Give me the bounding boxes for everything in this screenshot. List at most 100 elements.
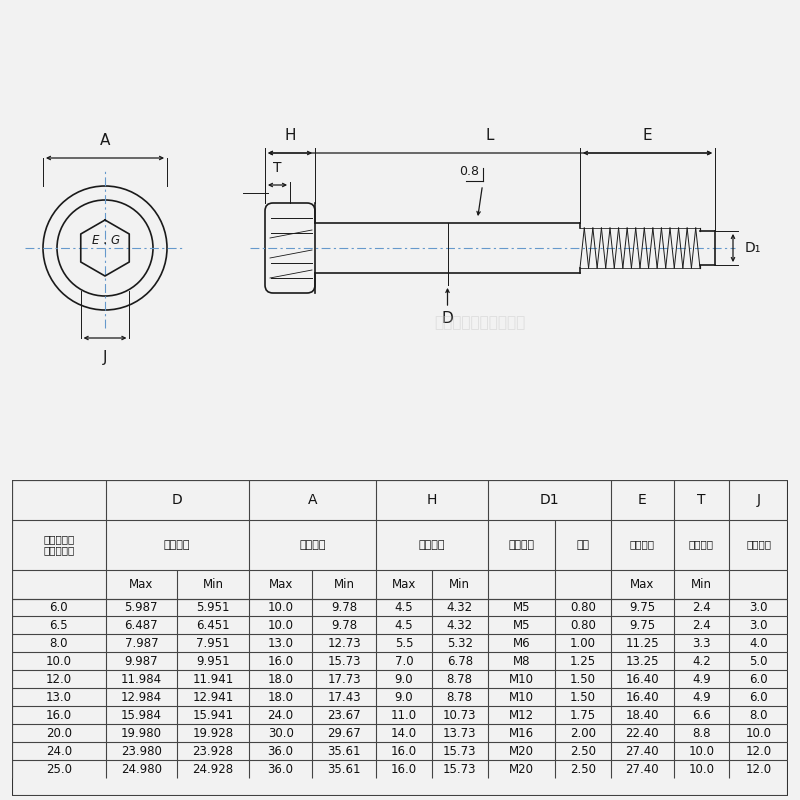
- Text: 29.67: 29.67: [327, 726, 361, 740]
- Text: 12.984: 12.984: [121, 690, 162, 704]
- Text: 螺纹直径: 螺纹直径: [508, 540, 534, 550]
- Text: H: H: [284, 128, 296, 143]
- Text: 基本的肩直
径公称尺寸: 基本的肩直 径公称尺寸: [43, 534, 74, 555]
- Text: 5.0: 5.0: [750, 655, 768, 668]
- Text: 13.0: 13.0: [46, 690, 72, 704]
- Text: 6.5: 6.5: [50, 619, 68, 632]
- Text: 1.50: 1.50: [570, 673, 596, 686]
- Text: 36.0: 36.0: [268, 745, 294, 758]
- Text: A: A: [100, 133, 110, 148]
- Text: 4.0: 4.0: [750, 637, 768, 650]
- Text: T: T: [697, 493, 706, 506]
- Text: 23.928: 23.928: [193, 745, 234, 758]
- Text: 24.0: 24.0: [267, 709, 294, 722]
- Text: 4.32: 4.32: [446, 601, 473, 614]
- Text: 11.941: 11.941: [192, 673, 234, 686]
- Text: 9.78: 9.78: [331, 619, 358, 632]
- Text: 12.0: 12.0: [46, 673, 72, 686]
- Text: 5.5: 5.5: [394, 637, 414, 650]
- Text: 20.0: 20.0: [46, 726, 72, 740]
- Text: M16: M16: [509, 726, 534, 740]
- Text: 7.987: 7.987: [125, 637, 158, 650]
- Text: Max: Max: [129, 578, 154, 590]
- Text: 螺距: 螺距: [577, 540, 590, 550]
- Text: 4.32: 4.32: [446, 619, 473, 632]
- Text: 3.0: 3.0: [750, 601, 768, 614]
- Text: 头部厚度: 头部厚度: [418, 540, 445, 550]
- Text: 15.73: 15.73: [443, 745, 477, 758]
- Text: A: A: [308, 493, 318, 506]
- Text: 16.0: 16.0: [391, 762, 417, 775]
- Text: 2.00: 2.00: [570, 726, 596, 740]
- Text: 18.0: 18.0: [268, 673, 294, 686]
- Text: Min: Min: [691, 578, 712, 590]
- Text: 1.25: 1.25: [570, 655, 596, 668]
- Text: 15.984: 15.984: [121, 709, 162, 722]
- Text: Min: Min: [449, 578, 470, 590]
- Text: J: J: [757, 493, 761, 506]
- Text: 11.984: 11.984: [121, 673, 162, 686]
- Text: 螺纹长度: 螺纹长度: [630, 540, 654, 550]
- Text: L: L: [486, 128, 494, 143]
- Text: 10.0: 10.0: [746, 726, 772, 740]
- Text: 30.0: 30.0: [268, 726, 294, 740]
- Text: 10.0: 10.0: [268, 601, 294, 614]
- Text: 5.951: 5.951: [196, 601, 230, 614]
- Text: 7.0: 7.0: [394, 655, 414, 668]
- Text: 25.0: 25.0: [46, 762, 72, 775]
- Text: 5.987: 5.987: [125, 601, 158, 614]
- Text: 3.0: 3.0: [750, 619, 768, 632]
- Text: 2.50: 2.50: [570, 762, 596, 775]
- Text: 24.0: 24.0: [46, 745, 72, 758]
- Text: 35.61: 35.61: [327, 762, 361, 775]
- Text: 13.73: 13.73: [443, 726, 477, 740]
- Text: 14.0: 14.0: [391, 726, 417, 740]
- Text: 13.25: 13.25: [626, 655, 659, 668]
- Text: 11.0: 11.0: [391, 709, 417, 722]
- Text: 2.50: 2.50: [570, 745, 596, 758]
- Text: 8.8: 8.8: [692, 726, 710, 740]
- Text: 9.951: 9.951: [196, 655, 230, 668]
- Text: 24.980: 24.980: [121, 762, 162, 775]
- Text: 2.4: 2.4: [692, 601, 711, 614]
- Text: 27.40: 27.40: [626, 745, 659, 758]
- Text: D1: D1: [539, 493, 559, 506]
- Text: E: E: [91, 234, 98, 246]
- Text: 0.80: 0.80: [570, 601, 596, 614]
- Text: 12.941: 12.941: [192, 690, 234, 704]
- Text: 光杆直径: 光杆直径: [164, 540, 190, 550]
- Text: M8: M8: [513, 655, 530, 668]
- Text: 16.0: 16.0: [391, 745, 417, 758]
- Text: 4.5: 4.5: [394, 619, 414, 632]
- Text: D: D: [172, 493, 182, 506]
- Text: 8.0: 8.0: [50, 637, 68, 650]
- Text: 19.980: 19.980: [121, 726, 162, 740]
- Text: M5: M5: [513, 601, 530, 614]
- Text: 8.0: 8.0: [750, 709, 768, 722]
- Text: H: H: [426, 493, 437, 506]
- Text: 8.78: 8.78: [446, 673, 473, 686]
- Text: 4.9: 4.9: [692, 673, 711, 686]
- Text: E: E: [638, 493, 646, 506]
- Text: 六角深度: 六角深度: [689, 540, 714, 550]
- Text: M20: M20: [509, 762, 534, 775]
- Text: 10.0: 10.0: [46, 655, 72, 668]
- Text: 16.0: 16.0: [267, 655, 294, 668]
- Text: 12.73: 12.73: [327, 637, 361, 650]
- Text: 1.75: 1.75: [570, 709, 596, 722]
- Text: 6.0: 6.0: [750, 690, 768, 704]
- Text: M6: M6: [513, 637, 530, 650]
- Text: M12: M12: [509, 709, 534, 722]
- Text: 7.951: 7.951: [196, 637, 230, 650]
- Text: Max: Max: [269, 578, 293, 590]
- Text: 3.3: 3.3: [692, 637, 710, 650]
- Text: 35.61: 35.61: [327, 745, 361, 758]
- Text: 六角对边: 六角对边: [746, 540, 771, 550]
- Text: 15.73: 15.73: [327, 655, 361, 668]
- Text: 6.6: 6.6: [692, 709, 711, 722]
- Text: 6.487: 6.487: [125, 619, 158, 632]
- Text: .: .: [103, 233, 107, 247]
- Text: 27.40: 27.40: [626, 762, 659, 775]
- Text: 4.9: 4.9: [692, 690, 711, 704]
- Text: Max: Max: [630, 578, 654, 590]
